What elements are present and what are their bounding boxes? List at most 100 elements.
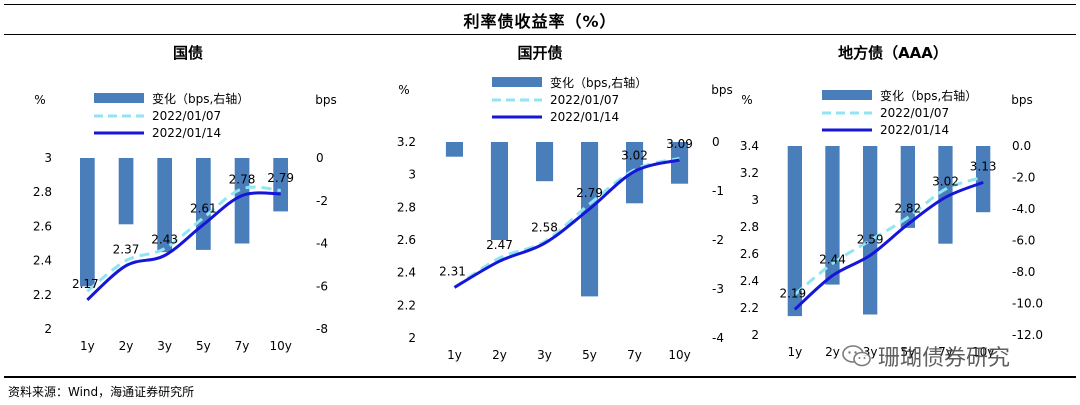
right-tick-label: -1 [712,184,724,198]
left-axis-unit: % [741,93,752,107]
right-axis-unit: bps [1011,93,1033,107]
left-tick-label: 2.2 [397,298,416,312]
right-tick-label: -10.0 [1012,297,1043,311]
legend-label-change: 变化（bps,右轴） [152,91,249,106]
x-tick-label: 1y [447,348,462,362]
change-bar [581,142,599,297]
legend-label-0114: 2022/01/14 [152,126,221,140]
data-label: 2.58 [531,220,558,234]
legend-label-0114: 2022/01/14 [880,123,949,137]
change-bar [273,158,288,212]
right-tick-label: 0 [316,151,324,165]
charts-canvas: 国债 2 2.2 2.4 2.6 2.8 3 0 -2 -4 -6 -8 1y 2y 3y 5y 7y 10y% b… [33,44,1043,362]
change-bar [445,142,463,157]
change-bar [234,158,250,244]
line-2022-01-07 [793,175,984,296]
right-tick-label: -8 [316,322,328,336]
chart-panel-3: 地方债（AAA） 2 2.2 2.4 2.6 2.8 3 3.2 3.4 0.0 -2.0 -4.0 -… [740,44,1043,359]
right-tick-label: -2 [316,194,328,208]
panel-title: 国债 [173,44,203,62]
line-2022-01-14 [453,158,680,289]
data-label: 3.13 [970,159,997,173]
x-tick-label: 3y [157,339,172,353]
data-label: 2.43 [151,232,178,246]
x-tick-label: 1y [787,345,802,359]
x-tick-label: 7y [235,339,250,353]
data-label: 2.44 [819,253,846,267]
wechat-icon [842,345,871,367]
data-label: 2.79 [267,171,294,185]
legend-label-0107: 2022/01/07 [880,106,949,120]
legend-label-0114: 2022/01/14 [550,110,619,124]
right-axis-unit: bps [711,83,733,97]
panel-title: 地方债（AAA） [838,44,948,62]
chart-panel-2: 国开债 2 2.2 2.4 2.6 2.8 3 3.2 0 -1 -2 -3 -4 1y 2y 3y 5y 7y 1… [397,44,733,362]
legend-label-0107: 2022/01/07 [152,109,221,123]
left-tick-label: 2.6 [740,247,759,261]
data-label: 2.82 [894,201,921,215]
panel-title: 国开债 [517,44,562,62]
data-label: 2.59 [857,232,884,246]
change-bar [536,142,554,182]
x-tick-label: 7y [938,345,953,359]
left-axis-unit: % [398,83,409,97]
right-tick-label: 0.0 [1012,139,1031,153]
left-tick-label: 3 [44,151,52,165]
left-tick-label: 3.2 [740,166,759,180]
x-tick-label: 5y [196,339,211,353]
left-tick-label: 2.4 [33,254,52,268]
change-bar [118,158,134,225]
left-tick-label: 2 [408,331,416,345]
line-2022-01-14 [793,180,984,311]
left-tick-label: 2.6 [33,219,52,233]
right-tick-label: -4.0 [1012,202,1035,216]
left-tick-label: 2 [44,322,52,336]
right-axis-unit: bps [315,93,337,107]
right-tick-label: -6.0 [1012,234,1035,248]
left-tick-label: 2.8 [397,200,416,214]
watermark: 珊瑚债券研究 [842,340,1010,372]
x-tick-label: 2y [492,348,507,362]
left-tick-label: 3.2 [397,135,416,149]
data-label: 2.17 [72,277,99,291]
left-tick-label: 2.4 [397,266,416,280]
left-tick-label: 2.4 [740,274,759,288]
change-bar [938,146,953,244]
right-tick-label: -4 [316,237,328,251]
legend-label-change: 变化（bps,右轴） [880,88,977,103]
left-tick-label: 3 [408,168,416,182]
x-tick-label: 1y [80,339,95,353]
left-tick-label: 2 [751,328,759,342]
data-label: 2.19 [779,286,806,300]
watermark-text: 珊瑚债券研究 [878,346,1011,371]
x-tick-label: 2y [825,345,840,359]
right-tick-label: -6 [316,279,328,293]
change-bar [787,146,802,317]
change-bar [671,142,689,184]
left-tick-label: 2.8 [33,185,52,199]
change-bar [157,158,172,253]
data-label: 3.09 [666,137,693,151]
right-tick-label: -8.0 [1012,265,1035,279]
right-tick-label: -3 [712,282,724,296]
change-bar [863,146,878,315]
left-tick-label: 3.4 [740,139,759,153]
left-tick-label: 3 [751,193,759,207]
left-tick-label: 2.8 [740,220,759,234]
x-tick-label: 7y [627,348,642,362]
data-label: 2.61 [190,202,217,216]
right-tick-label: 0 [712,135,720,149]
x-tick-label: 2y [119,339,134,353]
data-label: 3.02 [621,148,648,162]
data-label: 2.37 [113,243,140,257]
right-tick-label: -12.0 [1012,328,1043,342]
legend-bar-swatch [492,77,542,87]
data-label: 2.47 [486,238,513,252]
data-label: 2.79 [576,186,603,200]
main-title: 利率债收益率（%） [463,12,617,31]
right-tick-label: -2.0 [1012,171,1035,185]
change-bar [80,158,95,287]
x-tick-label: 3y [537,348,552,362]
left-axis-unit: % [34,93,45,107]
right-tick-label: -2 [712,233,724,247]
